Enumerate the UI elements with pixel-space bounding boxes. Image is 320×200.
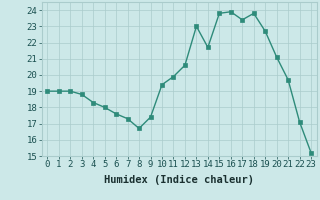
X-axis label: Humidex (Indice chaleur): Humidex (Indice chaleur) [104, 175, 254, 185]
